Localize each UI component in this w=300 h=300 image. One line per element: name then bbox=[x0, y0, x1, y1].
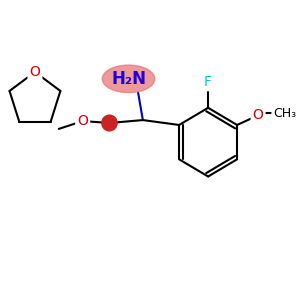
Circle shape bbox=[102, 115, 117, 131]
Text: H₂N: H₂N bbox=[111, 70, 146, 88]
Text: F: F bbox=[204, 75, 212, 89]
Text: O: O bbox=[77, 114, 88, 128]
Text: CH₃: CH₃ bbox=[273, 107, 296, 120]
Text: O: O bbox=[29, 65, 40, 79]
Ellipse shape bbox=[102, 65, 155, 93]
Text: O: O bbox=[253, 108, 263, 122]
